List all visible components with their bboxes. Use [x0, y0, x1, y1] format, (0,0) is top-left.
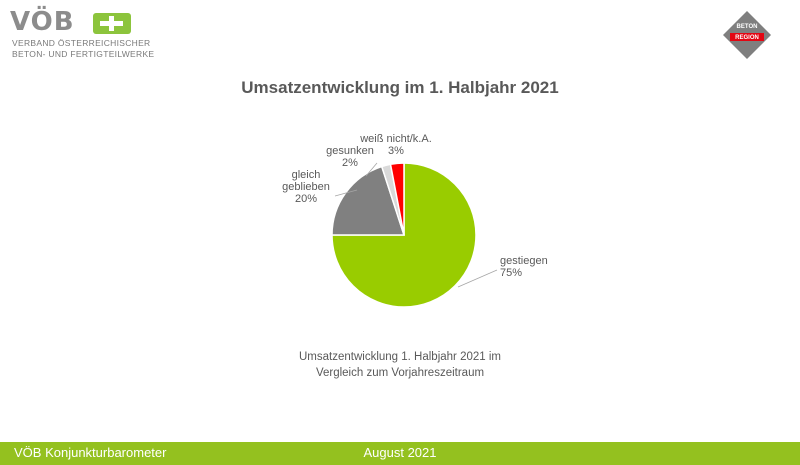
footer-date: August 2021 — [363, 445, 437, 460]
slice-label: weiß nicht/k.A. 3% — [359, 133, 432, 157]
svg-text:BETON: BETON — [737, 24, 758, 30]
logo-cross-icon — [93, 13, 131, 34]
slice-label: gestiegen 75% — [500, 255, 548, 279]
logo-subtitle-line1: VERBAND ÖSTERREICHISCHER — [12, 38, 151, 48]
chart-title: Umsatzentwicklung im 1. Halbjahr 2021 — [241, 78, 559, 97]
leader-line — [365, 162, 378, 177]
chart-caption: Umsatzentwicklung 1. Halbjahr 2021 im Ve… — [0, 349, 800, 381]
logo-subtitle-line2: BETON- UND FERTIGTEILWERKE — [12, 49, 155, 59]
leader-line — [457, 269, 498, 288]
footer-title: VÖB Konjunkturbarometer — [14, 445, 167, 460]
leader-line — [334, 189, 358, 197]
caption-line-2: Vergleich zum Vorjahreszeitraum — [315, 367, 485, 379]
voeb-logo: VÖB VERBAND ÖSTERREICHISCHER BETON- UND … — [10, 7, 180, 59]
slice-label: gesunken 2% — [326, 145, 374, 169]
pie-slice-wei-nicht-k-a — [389, 162, 405, 236]
pie-chart: gestiegen 75% gleich geblieben 20%gesunken 2%… — [282, 133, 548, 308]
caption-line-1: Umsatzentwicklung 1. Halbjahr 2021 im — [299, 351, 501, 363]
beton-region-badge-icon: BETON REGION — [723, 11, 771, 59]
footer-bar: August 2021 VÖB Konjunkturbarometer — [0, 442, 800, 465]
slice-label: gleich geblieben 20% — [282, 169, 330, 205]
svg-text:REGION: REGION — [735, 35, 759, 41]
logo-wordmark: VÖB — [10, 7, 75, 37]
